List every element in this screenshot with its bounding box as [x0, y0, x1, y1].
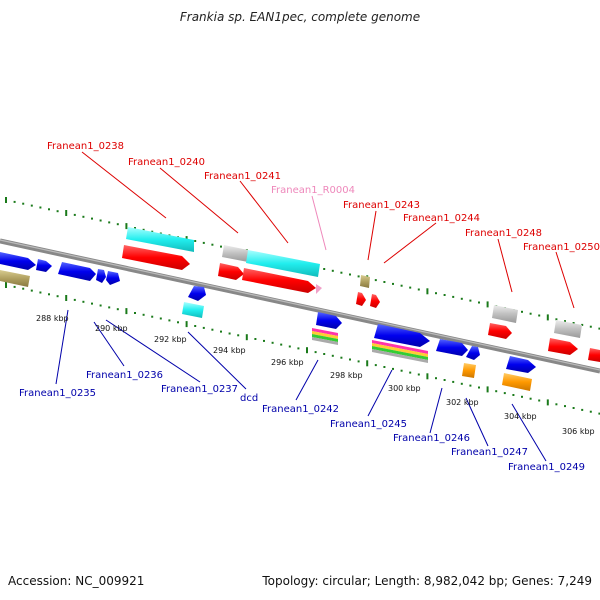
gene-franean1-0245 — [374, 324, 430, 347]
label-franean1-0246: Franean1_0246 — [393, 433, 470, 444]
genome-backbone-highlight — [0, 239, 600, 371]
kbp-label: 292 kbp — [154, 335, 187, 344]
leader-franean1-0245 — [367, 369, 393, 417]
label-franean1-0237: Franean1_0237 — [161, 384, 238, 395]
label-franean1-0242: Franean1_0242 — [262, 404, 339, 415]
gene-rrna-stripe — [372, 346, 428, 360]
gene-rrna-stripe — [312, 337, 338, 345]
gene-franean1-0241 — [246, 250, 320, 277]
label-franean1-0245: Franean1_0245 — [330, 419, 407, 430]
gene-block-blue — [106, 271, 120, 285]
gene-rrna-stripe — [312, 331, 338, 339]
gene-block-red — [588, 348, 600, 362]
gene-rrna-stripe — [372, 340, 428, 354]
label-franean1-0238: Franean1_0238 — [47, 141, 124, 152]
gene-block-red — [370, 294, 380, 308]
gene-franean1-0237 — [188, 286, 206, 301]
label-franean1-0243: Franean1_0243 — [343, 200, 420, 211]
gene-franean1-0243 — [360, 275, 370, 288]
leader-franean1-0236 — [93, 321, 125, 367]
leader-franean1-0246 — [429, 387, 443, 434]
gene-rrna-stripe — [312, 334, 338, 342]
gene-franean1-0244 — [356, 292, 366, 306]
gene-block-olive — [0, 270, 30, 287]
kbp-label: 306 kbp — [562, 427, 595, 436]
label-franean1-0236: Franean1_0236 — [86, 370, 163, 381]
leader-franean1-0244 — [383, 222, 437, 264]
leader-franean1-0241 — [239, 180, 289, 244]
label-franean1-r0004: Franean1_R0004 — [271, 185, 355, 196]
leader-franean1-0238 — [81, 151, 167, 219]
kbp-labels: 288 kbp 290 kbp 292 kbp 294 kbp 296 kbp … — [36, 314, 595, 436]
label-franean1-0241: Franean1_0241 — [204, 171, 281, 182]
gene-franean1-0235 — [0, 252, 36, 270]
gene-franean1-0248 — [488, 323, 512, 339]
label-franean1-0248: Franean1_0248 — [465, 228, 542, 239]
leader-franean1-0237 — [105, 319, 201, 383]
gene-franean1-r0004 — [316, 284, 322, 294]
gene-block-blue — [466, 346, 480, 360]
label-dcd: dcd — [240, 393, 258, 404]
gene-franean1-0236 — [58, 262, 96, 281]
gene-franean1-r0004-red — [242, 268, 316, 293]
gene-block-red — [218, 263, 244, 280]
label-franean1-0244: Franean1_0244 — [403, 213, 480, 224]
leader-franean1-r0004 — [311, 195, 327, 251]
leader-franean1-0248 — [497, 238, 513, 293]
leader-franean1-0243 — [367, 210, 377, 261]
kbp-label: 294 kbp — [213, 346, 246, 355]
kbp-label: 304 kbp — [504, 412, 537, 421]
kbp-label: 298 kbp — [330, 371, 363, 380]
genome-backbone — [0, 238, 600, 374]
gene-rrna-stripe — [312, 328, 338, 336]
leader-franean1-0247 — [465, 397, 489, 447]
gene-features — [0, 227, 600, 391]
leader-dcd — [187, 331, 247, 390]
label-franean1-0240: Franean1_0240 — [128, 157, 205, 168]
label-franean1-0249: Franean1_0249 — [508, 462, 585, 473]
genome-summary-text: Topology: circular; Length: 8,982,042 bp… — [262, 574, 592, 588]
kbp-label: 288 kbp — [36, 314, 69, 323]
kbp-label: 302 kbp — [446, 398, 479, 407]
top-gene-labels: Franean1_0238 Franean1_0240 Franean1_024… — [47, 141, 600, 253]
gene-franean1-0247 — [462, 363, 476, 378]
gene-franean1-0242 — [316, 312, 342, 329]
map-title: Frankia sp. EAN1pec, complete genome — [179, 10, 421, 24]
kbp-label: 296 kbp — [271, 358, 304, 367]
gene-dcd — [182, 302, 204, 318]
gene-block-blue — [36, 259, 52, 272]
label-franean1-0247: Franean1_0247 — [451, 447, 528, 458]
gene-rrna-stripe — [372, 343, 428, 357]
gene-franean1-0238 — [126, 227, 194, 252]
label-franean1-0235: Franean1_0235 — [19, 388, 96, 399]
gene-franean1-0249 — [506, 356, 536, 373]
gene-franean1-0240 — [122, 245, 190, 270]
label-franean1-0250: Franean1_0250 — [523, 242, 600, 253]
leader-lines — [55, 151, 575, 462]
gene-franean1-0246 — [436, 339, 468, 356]
leader-franean1-0242 — [295, 359, 319, 401]
bottom-tick-row — [5, 282, 600, 415]
bottom-gene-labels: Franean1_0235 Franean1_0236 Franean1_023… — [19, 370, 585, 473]
leader-franean1-0250 — [555, 251, 575, 309]
gene-franean1-0241-gray — [222, 245, 248, 262]
accession-text: Accession: NC_009921 — [8, 574, 145, 588]
gene-franean1-0250-gray — [554, 320, 582, 338]
gene-franean1-0249-orange — [502, 373, 532, 391]
kbp-label: 290 kbp — [95, 324, 128, 333]
gene-franean1-0250 — [548, 338, 578, 355]
leader-franean1-0235 — [55, 309, 69, 385]
leader-franean1-0240 — [159, 167, 239, 234]
gene-rrna-stripe — [372, 349, 428, 363]
kbp-label: 300 kbp — [388, 384, 421, 393]
gene-block-blue — [96, 269, 106, 283]
gene-franean1-0248-gray — [492, 305, 518, 323]
leader-franean1-0249 — [511, 403, 547, 462]
